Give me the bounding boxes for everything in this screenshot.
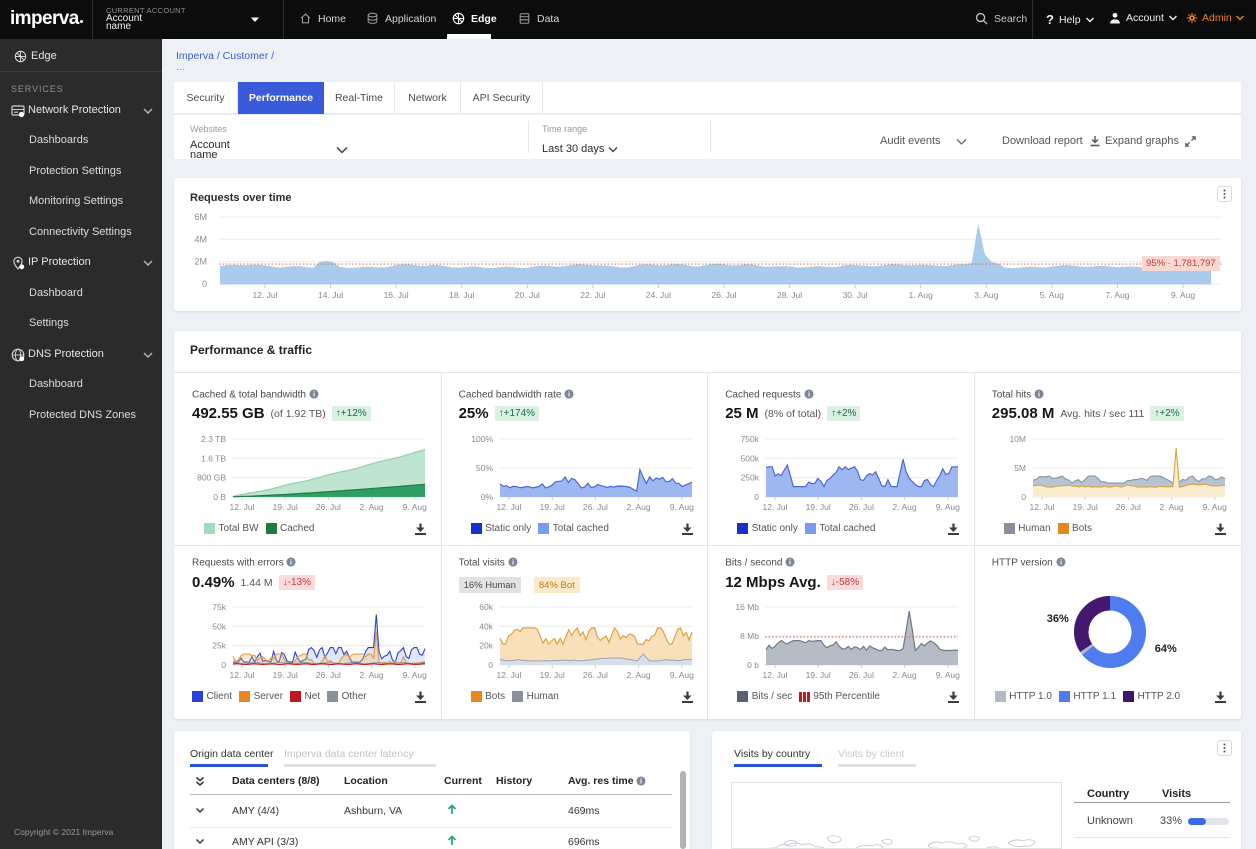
- svg-text:14. Jul: 14. Jul: [318, 290, 343, 300]
- svg-text:750k: 750k: [741, 434, 760, 444]
- svg-text:18. Jul: 18. Jul: [449, 290, 474, 300]
- svg-text:5M: 5M: [1014, 463, 1026, 473]
- svg-text:50k: 50k: [212, 621, 226, 631]
- svg-text:0: 0: [488, 660, 493, 670]
- svg-text:9. Aug: 9. Aug: [936, 502, 960, 512]
- svg-text:9. Aug: 9. Aug: [1171, 290, 1195, 300]
- svg-text:9. Aug: 9. Aug: [669, 670, 693, 680]
- svg-text:9. Aug: 9. Aug: [936, 670, 960, 680]
- svg-text:50%: 50%: [476, 463, 493, 473]
- svg-text:75k: 75k: [212, 602, 226, 612]
- svg-text:16. Jul: 16. Jul: [384, 290, 409, 300]
- svg-text:2M: 2M: [194, 257, 207, 267]
- svg-text:2. Aug: 2. Aug: [893, 502, 917, 512]
- svg-text:i: i: [290, 557, 292, 566]
- svg-text:12. Jul: 12. Jul: [763, 502, 788, 512]
- svg-text:9. Aug: 9. Aug: [403, 502, 427, 512]
- svg-text:19. Jul: 19. Jul: [273, 502, 298, 512]
- svg-text:800 GB: 800 GB: [197, 473, 226, 483]
- svg-text:0: 0: [221, 660, 226, 670]
- svg-text:4M: 4M: [194, 234, 207, 244]
- svg-text:8 Mb: 8 Mb: [740, 631, 759, 641]
- svg-text:19. Jul: 19. Jul: [539, 670, 564, 680]
- svg-text:9. Aug: 9. Aug: [1203, 502, 1227, 512]
- svg-text:40k: 40k: [479, 621, 493, 631]
- svg-text:12. Jul: 12. Jul: [229, 502, 254, 512]
- svg-text:2. Aug: 2. Aug: [893, 670, 917, 680]
- svg-text:12. Jul: 12. Jul: [252, 290, 277, 300]
- svg-text:1. Aug: 1. Aug: [909, 290, 933, 300]
- svg-text:7. Aug: 7. Aug: [1105, 290, 1129, 300]
- svg-text:i: i: [789, 557, 791, 566]
- svg-text:20. Jul: 20. Jul: [515, 290, 540, 300]
- svg-text:9. Aug: 9. Aug: [403, 670, 427, 680]
- svg-text:0 B: 0 B: [213, 492, 226, 502]
- svg-text:16 Mb: 16 Mb: [736, 602, 760, 612]
- svg-text:3. Aug: 3. Aug: [974, 290, 998, 300]
- svg-text:26. Jul: 26. Jul: [316, 670, 341, 680]
- svg-text:22. Jul: 22. Jul: [580, 290, 605, 300]
- svg-text:0%: 0%: [480, 492, 493, 502]
- svg-text:i: i: [640, 776, 642, 785]
- svg-text:6M: 6M: [194, 212, 207, 222]
- svg-text:i: i: [1060, 557, 1062, 566]
- svg-text:250k: 250k: [741, 473, 760, 483]
- svg-text:i: i: [511, 557, 513, 566]
- svg-text:26. Jul: 26. Jul: [582, 502, 607, 512]
- svg-text:30. Jul: 30. Jul: [843, 290, 868, 300]
- svg-text:26. Jul: 26. Jul: [849, 502, 874, 512]
- svg-text:24. Jul: 24. Jul: [646, 290, 671, 300]
- svg-text:12. Jul: 12. Jul: [496, 502, 521, 512]
- svg-text:2. Aug: 2. Aug: [626, 670, 650, 680]
- svg-text:25k: 25k: [212, 641, 226, 651]
- svg-text:20k: 20k: [479, 641, 493, 651]
- svg-text:12. Jul: 12. Jul: [496, 670, 521, 680]
- svg-text:19. Jul: 19. Jul: [1072, 502, 1097, 512]
- svg-text:12. Jul: 12. Jul: [1029, 502, 1054, 512]
- svg-text:2.3 TB: 2.3 TB: [201, 434, 226, 444]
- svg-text:26. Jul: 26. Jul: [582, 670, 607, 680]
- svg-text:0 b: 0 b: [747, 660, 759, 670]
- svg-text:0: 0: [1021, 492, 1026, 502]
- svg-text:19. Jul: 19. Jul: [539, 502, 564, 512]
- svg-text:500k: 500k: [741, 453, 760, 463]
- svg-text:5. Aug: 5. Aug: [1040, 290, 1064, 300]
- svg-text:i: i: [1038, 389, 1040, 398]
- svg-text:26. Jul: 26. Jul: [316, 502, 341, 512]
- svg-text:i: i: [313, 389, 315, 398]
- svg-text:2. Aug: 2. Aug: [360, 502, 384, 512]
- svg-text:12. Jul: 12. Jul: [763, 670, 788, 680]
- svg-text:100%: 100%: [471, 434, 493, 444]
- svg-text:2. Aug: 2. Aug: [360, 670, 384, 680]
- svg-text:0: 0: [754, 492, 759, 502]
- svg-text:19. Jul: 19. Jul: [806, 670, 831, 680]
- svg-text:26. Jul: 26. Jul: [849, 670, 874, 680]
- svg-text:i: i: [808, 389, 810, 398]
- svg-text:10M: 10M: [1009, 434, 1026, 444]
- svg-text:26. Jul: 26. Jul: [1116, 502, 1141, 512]
- svg-text:19. Jul: 19. Jul: [273, 670, 298, 680]
- svg-text:60k: 60k: [479, 602, 493, 612]
- svg-text:19. Jul: 19. Jul: [806, 502, 831, 512]
- svg-text:i: i: [568, 389, 570, 398]
- svg-text:9. Aug: 9. Aug: [669, 502, 693, 512]
- svg-text:2. Aug: 2. Aug: [1159, 502, 1183, 512]
- svg-text:28. Jul: 28. Jul: [777, 290, 802, 300]
- svg-text:1.6 TB: 1.6 TB: [201, 453, 226, 463]
- svg-text:2. Aug: 2. Aug: [626, 502, 650, 512]
- svg-text:12. Jul: 12. Jul: [229, 670, 254, 680]
- svg-text:0: 0: [202, 279, 207, 289]
- svg-text:26. Jul: 26. Jul: [711, 290, 736, 300]
